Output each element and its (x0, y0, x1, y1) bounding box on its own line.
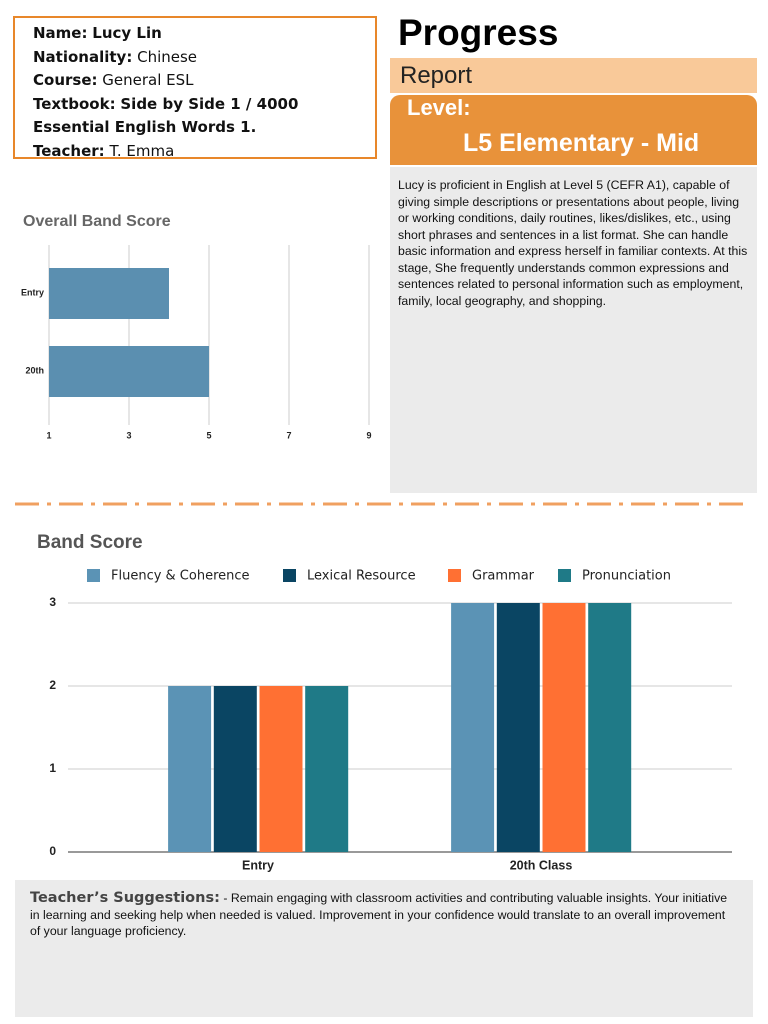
legend-label: Lexical Resource (307, 569, 416, 584)
y-tick-label: 3 (49, 595, 56, 609)
field-label: Textbook: (33, 94, 116, 113)
y-tick-label: Entry (21, 287, 44, 297)
y-tick-label: 20th (25, 365, 44, 375)
info-line: Course: General ESL (33, 69, 375, 93)
chart-title: Band Score (37, 532, 143, 553)
suggestions-label: Teacher’s Suggestions: (30, 890, 220, 906)
x-tick-label: Entry (242, 858, 274, 872)
subtitle: Report (390, 58, 757, 93)
legend-swatch (558, 569, 571, 582)
bar (49, 268, 169, 319)
field-value: T. Emma (109, 141, 175, 160)
legend-swatch (87, 569, 100, 582)
level-label: Level: (407, 95, 471, 120)
bar (542, 603, 586, 852)
x-tick-label: 7 (286, 430, 291, 440)
chart-title: Overall Band Score (23, 213, 171, 230)
legend-swatch (283, 569, 296, 582)
x-tick-label: 20th Class (510, 858, 573, 872)
bar (49, 346, 209, 397)
bar (213, 686, 257, 852)
suggestions-text: - Remain engaging with classroom activit… (30, 891, 728, 938)
charts: Overall Band Score Band Score 1 3 5 7 9 Entry… (15, 213, 750, 872)
field-label: Nationality: (33, 47, 133, 66)
bar (496, 603, 540, 852)
legend-swatch (448, 569, 461, 582)
legend-label: Pronunciation (582, 569, 671, 584)
field-label: Course: (33, 71, 98, 89)
field-label: Name: (33, 24, 88, 42)
legend-label: Grammar (472, 569, 535, 584)
field-value: Lucy Lin (92, 24, 162, 42)
info-line: Nationality: Chinese (33, 46, 375, 70)
student-info: Name: Lucy Lin Nationality: Chinese Cour… (13, 16, 377, 160)
x-tick-label: 5 (206, 430, 211, 440)
title: Progress (398, 12, 559, 53)
description: Lucy is proficient in English at Level 5… (390, 167, 757, 493)
x-tick-label: 9 (366, 430, 371, 440)
bar (588, 603, 632, 852)
field-value: Side by Side 1 / 4000 Essential English … (33, 94, 299, 137)
legend-label: Fluency & Coherence (111, 569, 250, 584)
info-line: Teacher: T. Emma (33, 140, 375, 164)
bar (168, 686, 212, 852)
info-line: Name: Lucy Lin (33, 22, 375, 46)
y-tick-label: 1 (49, 761, 56, 775)
x-tick-label: 3 (126, 430, 131, 440)
suggestions: Teacher’s Suggestions: - Remain engaging… (15, 880, 753, 1017)
bar (451, 603, 495, 852)
x-tick-label: 1 (46, 430, 51, 440)
info-line: Textbook: Side by Side 1 / 4000 Essentia… (33, 93, 375, 140)
field-value: General ESL (102, 71, 194, 89)
y-tick-label: 2 (49, 678, 56, 692)
field-label: Teacher: (33, 141, 105, 160)
y-tick-label: 0 (49, 844, 56, 858)
field-value: Chinese (137, 47, 198, 66)
level-value: L5 Elementary - Mid (463, 129, 700, 157)
bar (305, 686, 349, 852)
level-box: Level: L5 Elementary - Mid (390, 95, 757, 165)
bar (259, 686, 303, 852)
